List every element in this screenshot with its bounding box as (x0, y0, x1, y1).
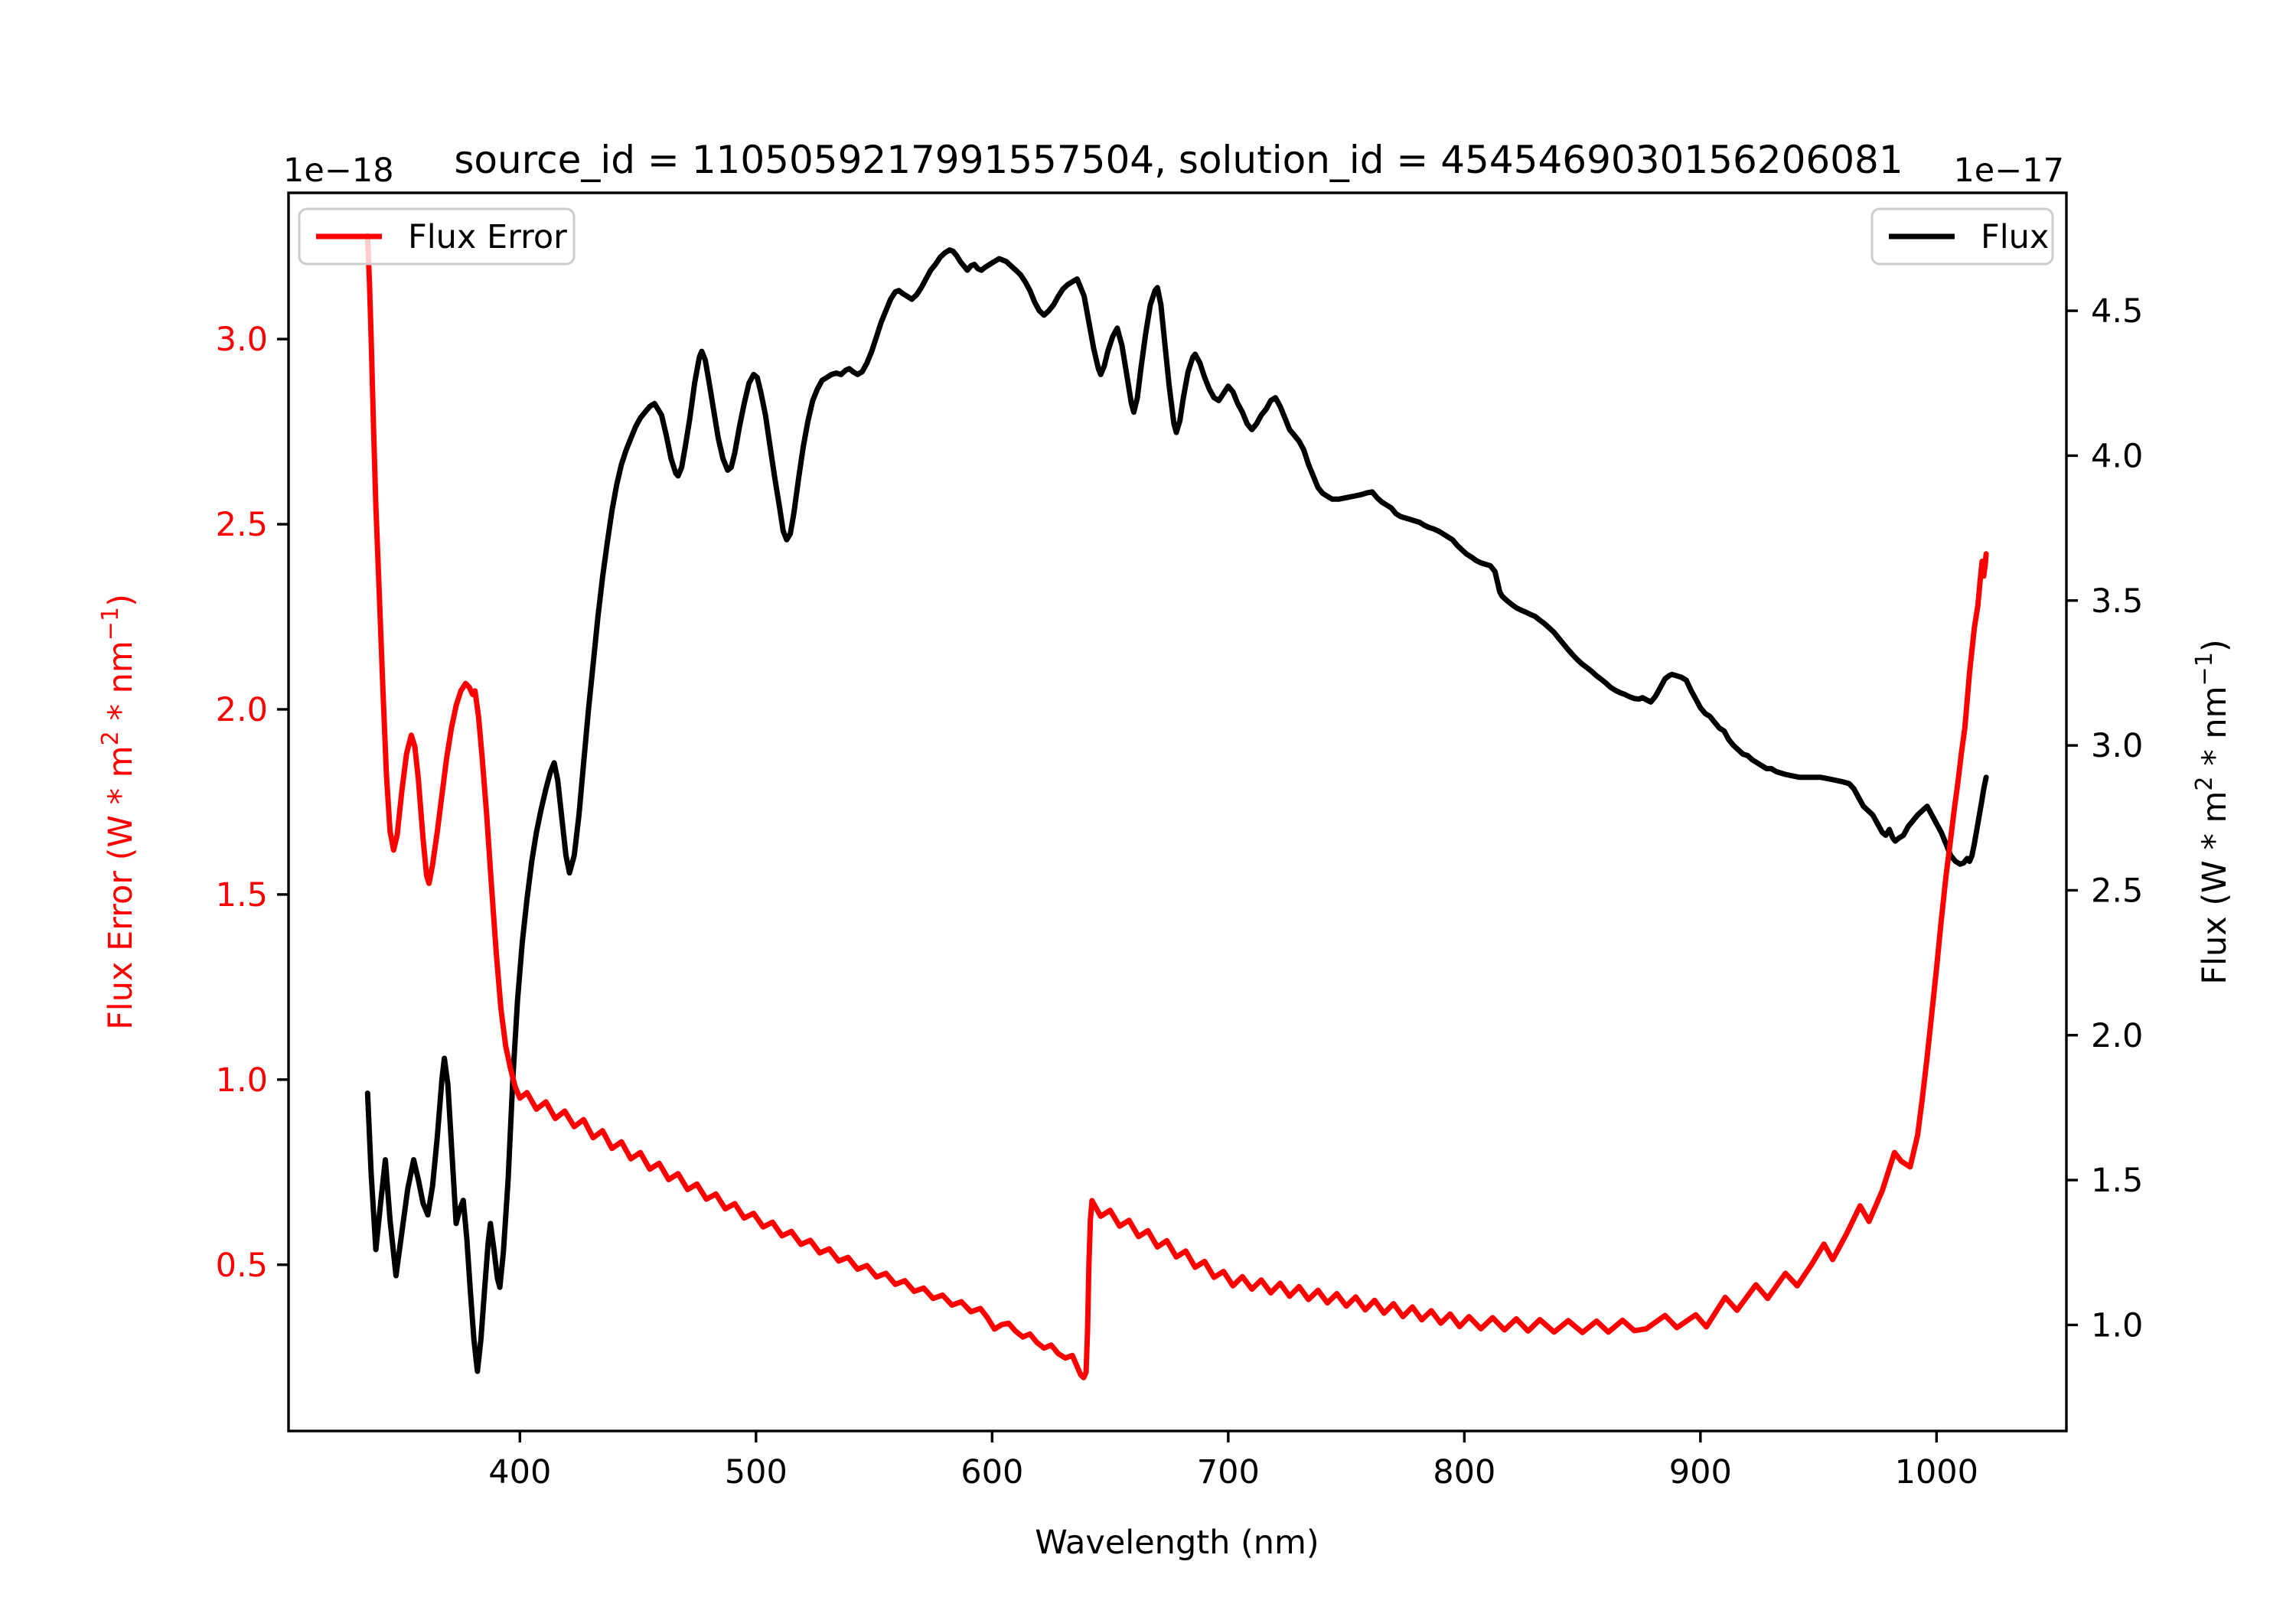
x-tick-label: 1000 (1895, 1453, 1978, 1491)
curves-layer (364, 233, 1989, 1380)
legend-label-flux-error: Flux Error (408, 218, 567, 256)
series-flux (364, 247, 1989, 1374)
right-y-tick-label: 3.5 (2091, 582, 2143, 621)
x-tick-label: 800 (1433, 1453, 1495, 1491)
right-y-tick-label: 2.0 (2091, 1017, 2143, 1055)
right-y-tick-label: 1.5 (2091, 1162, 2143, 1200)
plot-frame (287, 191, 2068, 1433)
x-tick-label: 900 (1669, 1453, 1732, 1491)
legend-box (1870, 207, 2054, 266)
right-y-tick-label: 4.0 (2091, 437, 2143, 475)
right-axis-offset-label: 1e−17 (1953, 152, 2064, 190)
left-y-tick-label: 1.0 (216, 1061, 268, 1100)
legend-box (298, 207, 576, 266)
x-axis-label: Wavelength (nm) (1035, 1524, 1319, 1562)
chart-title: source_id = 1105059217991557504, solutio… (454, 138, 1903, 182)
left-y-tick-label: 2.5 (216, 506, 268, 544)
left-y-tick-label: 1.5 (216, 876, 268, 914)
left-axis-offset-label: 1e−18 (283, 152, 394, 190)
left-y-axis-label: Flux Error (W * m2 * nm−1) (97, 594, 140, 1030)
left-y-tick-label: 0.5 (216, 1247, 268, 1285)
x-tick-label: 400 (488, 1453, 551, 1491)
legend-flux-error: Flux Error (298, 207, 576, 266)
x-tick-label: 500 (725, 1453, 788, 1491)
right-y-tick-label: 3.0 (2091, 727, 2143, 765)
legend-label-flux: Flux (1981, 218, 2049, 256)
series-flux-error (364, 233, 1989, 1380)
axes-layer: 400 500 600 700 800 900 1000 0.5 1.0 1.5 2.0 2.5 3.0… (216, 292, 2144, 1491)
left-y-tick-label: 2.0 (216, 691, 268, 729)
right-y-tick-label: 4.5 (2091, 292, 2143, 331)
right-y-axis-label: Flux (W * m2 * nm−1) (2191, 639, 2234, 984)
legend-flux: Flux (1870, 207, 2054, 266)
left-y-tick-label: 3.0 (216, 321, 268, 359)
right-y-tick-label: 1.0 (2091, 1306, 2143, 1345)
x-tick-label: 600 (960, 1453, 1023, 1491)
x-tick-label: 700 (1197, 1453, 1260, 1491)
right-y-tick-label: 2.5 (2091, 872, 2143, 910)
